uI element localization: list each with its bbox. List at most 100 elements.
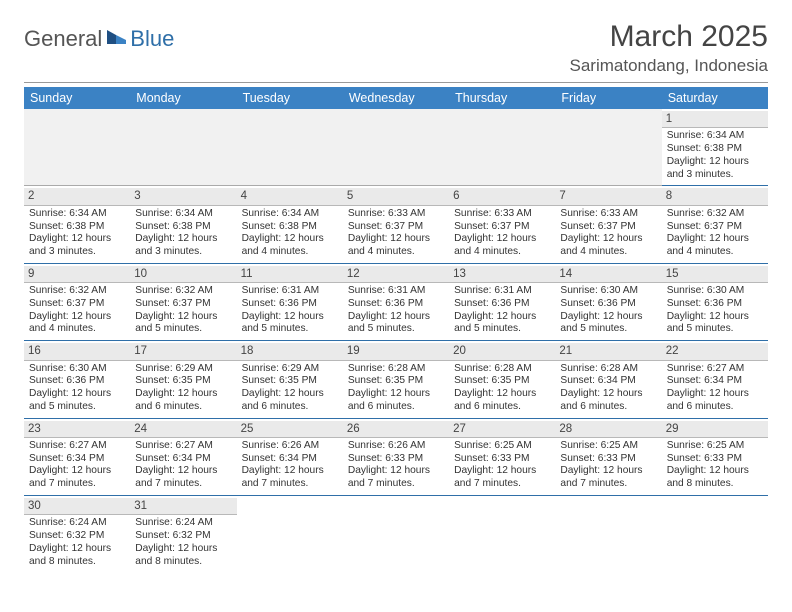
sunrise-text: Sunrise: 6:31 AM	[348, 285, 444, 298]
day-number: 5	[343, 188, 449, 205]
sunset-text: Sunset: 6:37 PM	[29, 298, 125, 311]
logo: General Blue	[24, 26, 174, 52]
sunrise-text: Sunrise: 6:27 AM	[29, 440, 125, 453]
calendar-cell: 12Sunrise: 6:31 AMSunset: 6:36 PMDayligh…	[343, 263, 449, 340]
sunset-text: Sunset: 6:33 PM	[454, 453, 550, 466]
calendar-cell: 21Sunrise: 6:28 AMSunset: 6:34 PMDayligh…	[555, 341, 661, 418]
daylight-text: Daylight: 12 hours and 5 minutes.	[348, 311, 444, 337]
day-number: 2	[24, 188, 130, 205]
day-number: 13	[449, 266, 555, 283]
sunrise-text: Sunrise: 6:29 AM	[135, 363, 231, 376]
calendar-cell: 16Sunrise: 6:30 AMSunset: 6:36 PMDayligh…	[24, 341, 130, 418]
calendar-cell: 26Sunrise: 6:26 AMSunset: 6:33 PMDayligh…	[343, 418, 449, 495]
daylight-text: Daylight: 12 hours and 7 minutes.	[454, 465, 550, 491]
calendar-cell: 1Sunrise: 6:34 AMSunset: 6:38 PMDaylight…	[662, 109, 768, 186]
calendar-cell: 17Sunrise: 6:29 AMSunset: 6:35 PMDayligh…	[130, 341, 236, 418]
day-number: 12	[343, 266, 449, 283]
daylight-text: Daylight: 12 hours and 4 minutes.	[348, 233, 444, 259]
sunset-text: Sunset: 6:37 PM	[667, 221, 763, 234]
sunset-text: Sunset: 6:32 PM	[29, 530, 125, 543]
calendar-row: 2Sunrise: 6:34 AMSunset: 6:38 PMDaylight…	[24, 186, 768, 263]
sunrise-text: Sunrise: 6:31 AM	[242, 285, 338, 298]
day-number: 16	[24, 343, 130, 360]
calendar-cell: 18Sunrise: 6:29 AMSunset: 6:35 PMDayligh…	[237, 341, 343, 418]
calendar-cell	[662, 495, 768, 572]
sunset-text: Sunset: 6:33 PM	[348, 453, 444, 466]
col-wednesday: Wednesday	[343, 87, 449, 109]
calendar-cell: 10Sunrise: 6:32 AMSunset: 6:37 PMDayligh…	[130, 263, 236, 340]
daylight-text: Daylight: 12 hours and 8 minutes.	[667, 465, 763, 491]
sunrise-text: Sunrise: 6:27 AM	[667, 363, 763, 376]
calendar-cell: 6Sunrise: 6:33 AMSunset: 6:37 PMDaylight…	[449, 186, 555, 263]
sunrise-text: Sunrise: 6:32 AM	[135, 285, 231, 298]
calendar-cell	[24, 109, 130, 186]
sunrise-text: Sunrise: 6:24 AM	[135, 517, 231, 530]
divider	[24, 82, 768, 83]
sunset-text: Sunset: 6:36 PM	[454, 298, 550, 311]
day-number: 10	[130, 266, 236, 283]
sunrise-text: Sunrise: 6:32 AM	[29, 285, 125, 298]
sunrise-text: Sunrise: 6:25 AM	[667, 440, 763, 453]
calendar-cell: 7Sunrise: 6:33 AMSunset: 6:37 PMDaylight…	[555, 186, 661, 263]
col-monday: Monday	[130, 87, 236, 109]
sunset-text: Sunset: 6:38 PM	[667, 143, 763, 156]
day-number: 31	[130, 498, 236, 515]
sunrise-text: Sunrise: 6:24 AM	[29, 517, 125, 530]
day-number: 9	[24, 266, 130, 283]
calendar-cell: 20Sunrise: 6:28 AMSunset: 6:35 PMDayligh…	[449, 341, 555, 418]
logo-text-general: General	[24, 26, 102, 52]
day-number: 18	[237, 343, 343, 360]
sunset-text: Sunset: 6:33 PM	[667, 453, 763, 466]
col-friday: Friday	[555, 87, 661, 109]
sunrise-text: Sunrise: 6:34 AM	[29, 208, 125, 221]
calendar-cell	[449, 495, 555, 572]
sunrise-text: Sunrise: 6:33 AM	[348, 208, 444, 221]
day-number: 20	[449, 343, 555, 360]
sunset-text: Sunset: 6:36 PM	[560, 298, 656, 311]
calendar-cell: 2Sunrise: 6:34 AMSunset: 6:38 PMDaylight…	[24, 186, 130, 263]
day-number: 29	[662, 421, 768, 438]
daylight-text: Daylight: 12 hours and 5 minutes.	[454, 311, 550, 337]
day-number: 8	[662, 188, 768, 205]
daylight-text: Daylight: 12 hours and 5 minutes.	[29, 388, 125, 414]
day-number: 28	[555, 421, 661, 438]
sunrise-text: Sunrise: 6:26 AM	[348, 440, 444, 453]
sunset-text: Sunset: 6:34 PM	[242, 453, 338, 466]
calendar-cell	[237, 109, 343, 186]
month-title: March 2025	[570, 20, 768, 54]
sunrise-text: Sunrise: 6:26 AM	[242, 440, 338, 453]
flag-icon	[107, 28, 127, 51]
calendar-cell: 4Sunrise: 6:34 AMSunset: 6:38 PMDaylight…	[237, 186, 343, 263]
day-number: 27	[449, 421, 555, 438]
sunrise-text: Sunrise: 6:34 AM	[135, 208, 231, 221]
daylight-text: Daylight: 12 hours and 7 minutes.	[560, 465, 656, 491]
title-block: March 2025 Sarimatondang, Indonesia	[570, 20, 768, 76]
daylight-text: Daylight: 12 hours and 6 minutes.	[667, 388, 763, 414]
day-number: 3	[130, 188, 236, 205]
sunset-text: Sunset: 6:35 PM	[348, 375, 444, 388]
calendar-cell: 14Sunrise: 6:30 AMSunset: 6:36 PMDayligh…	[555, 263, 661, 340]
calendar-cell: 27 Sunrise: 6:25 AMSunset: 6:33 PMDayligh…	[449, 418, 555, 495]
sunset-text: Sunset: 6:38 PM	[242, 221, 338, 234]
calendar-cell: 22Sunrise: 6:27 AMSunset: 6:34 PMDayligh…	[662, 341, 768, 418]
sunset-text: Sunset: 6:38 PM	[29, 221, 125, 234]
sunrise-text: Sunrise: 6:31 AM	[454, 285, 550, 298]
day-number: 21	[555, 343, 661, 360]
calendar-cell: 11Sunrise: 6:31 AMSunset: 6:36 PMDayligh…	[237, 263, 343, 340]
calendar-row: 1Sunrise: 6:34 AMSunset: 6:38 PMDaylight…	[24, 109, 768, 186]
daylight-text: Daylight: 12 hours and 8 minutes.	[135, 543, 231, 569]
daylight-text: Daylight: 12 hours and 6 minutes.	[135, 388, 231, 414]
daylight-text: Daylight: 12 hours and 7 minutes.	[29, 465, 125, 491]
calendar-cell: 13 Sunrise: 6:31 AMSunset: 6:36 PMDayligh…	[449, 263, 555, 340]
day-number: 30	[24, 498, 130, 515]
calendar-cell: 30Sunrise: 6:24 AMSunset: 6:32 PMDayligh…	[24, 495, 130, 572]
calendar-table: Sunday Monday Tuesday Wednesday Thursday…	[24, 87, 768, 572]
calendar-row: 23Sunrise: 6:27 AMSunset: 6:34 PMDayligh…	[24, 418, 768, 495]
sunrise-text: Sunrise: 6:25 AM	[454, 440, 550, 453]
calendar-row: 9Sunrise: 6:32 AMSunset: 6:37 PMDaylight…	[24, 263, 768, 340]
calendar-cell: 19Sunrise: 6:28 AMSunset: 6:35 PMDayligh…	[343, 341, 449, 418]
sunset-text: Sunset: 6:34 PM	[667, 375, 763, 388]
daylight-text: Daylight: 12 hours and 3 minutes.	[667, 156, 763, 182]
sunset-text: Sunset: 6:36 PM	[667, 298, 763, 311]
daylight-text: Daylight: 12 hours and 5 minutes.	[667, 311, 763, 337]
